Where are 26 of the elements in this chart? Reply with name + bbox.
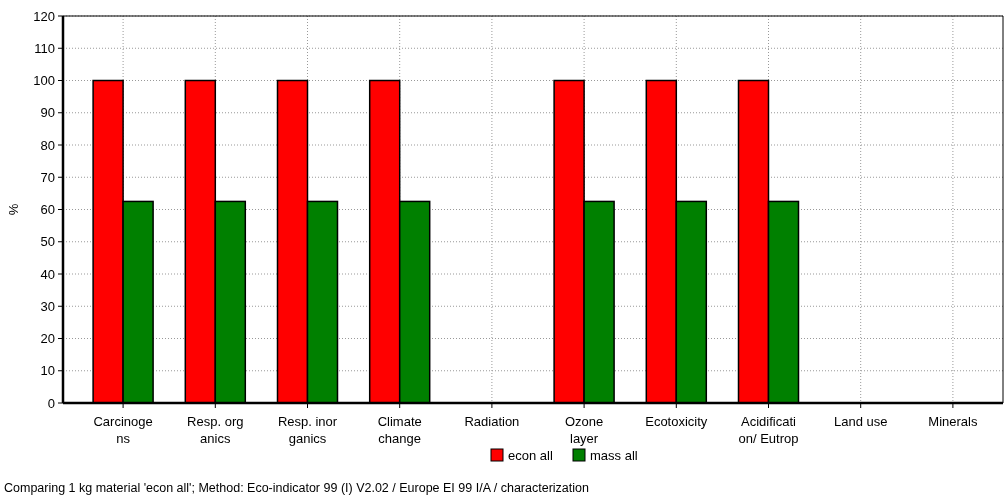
y-tick-label: 70: [40, 169, 55, 185]
x-tick-label: Radiation: [464, 414, 520, 429]
y-tick-label: 90: [40, 105, 55, 121]
x-tick-label: Resp. inor ganics: [277, 414, 338, 446]
x-tick-label: Minerals: [928, 414, 978, 429]
y-tick-label: 120: [33, 8, 55, 24]
x-tick-label: Resp. org anics: [187, 414, 244, 446]
y-tick-label: 50: [40, 234, 55, 250]
x-tick-label: Ecotoxicity: [645, 414, 708, 429]
y-tick-label: 110: [34, 40, 55, 56]
x-tick-label: Land use: [833, 414, 888, 429]
legend-label: mass all: [590, 448, 638, 463]
y-tick-label: 10: [40, 363, 55, 379]
y-tick-label: 20: [40, 331, 55, 347]
text: Comparing 1 kg material 'econ all'; Method: Eco-indicator 99 (I) V2.02 / Europe EI 99 I/A / characterization: [4, 481, 589, 495]
y-tick-label: 80: [40, 137, 55, 153]
x-tick-label: Carcinoge ns: [93, 414, 153, 446]
y-tick-label: 30: [40, 298, 55, 314]
x-tick-label: Climate change: [377, 414, 422, 446]
y-tick-label: 60: [40, 202, 55, 218]
y-tick-label: 0: [47, 395, 55, 411]
y-tick-label: 100: [33, 73, 55, 89]
x-tick-label: Acidificati on/ Eutrop: [738, 414, 799, 446]
y-tick-label: 40: [40, 266, 55, 282]
y-axis-title: %: [6, 203, 21, 216]
legend-label: econ all: [508, 448, 553, 463]
